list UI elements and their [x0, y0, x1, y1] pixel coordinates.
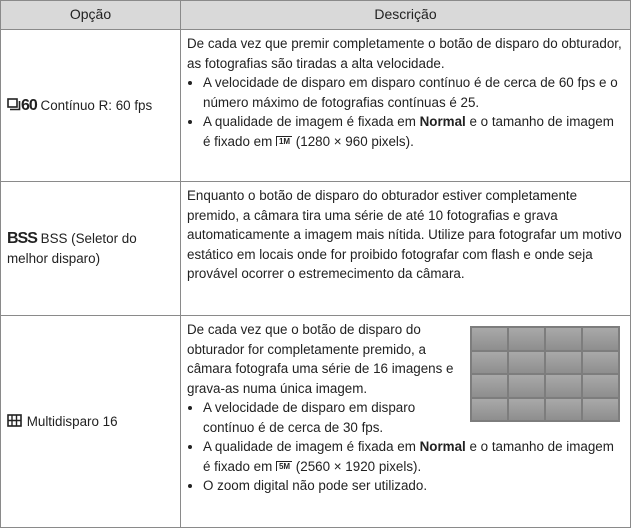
bullet: O zoom digital não pode ser utilizado.: [203, 476, 624, 496]
text: (1280 × 960 pixels).: [292, 133, 414, 149]
size-icon: 5M: [275, 460, 293, 471]
option-cell: BSS BSS (Seletor do melhor disparo): [0, 181, 181, 316]
text: A qualidade de imagem é fixada em: [203, 114, 420, 129]
description-cell: De cada vez que premir completamente o b…: [180, 29, 631, 182]
description-cell: De cada vez que o botão de disparo do ob…: [180, 315, 631, 528]
bullet: A velocidade de disparo em disparo contí…: [203, 73, 624, 112]
sample-image: [470, 326, 620, 422]
description-cell: Enquanto o botão de disparo do obturador…: [180, 181, 631, 316]
size-icon: 1M: [275, 135, 293, 146]
option-cell: Multidisparo 16: [0, 315, 181, 528]
header-cell: Opção: [0, 0, 181, 30]
row: BSS BSS (Seletor do melhor disparo) Enqu…: [0, 181, 631, 316]
bullet-list: A velocidade de disparo em disparo contí…: [187, 73, 624, 151]
description: De cada vez que o botão de disparo do ob…: [187, 322, 454, 396]
option-icon: BSS: [7, 230, 38, 247]
continuous-icon: [7, 97, 21, 111]
bullet: A velocidade de disparo em disparo contí…: [203, 398, 624, 437]
bold-text: Normal: [419, 114, 466, 129]
description: De cada vez que premir completamente o b…: [187, 36, 622, 71]
text: A qualidade de imagem é fixada em: [203, 439, 420, 454]
row: Multidisparo 16 De cada vez que o botão …: [0, 315, 631, 528]
option-icon: 60: [21, 96, 38, 114]
bullet: A qualidade de imagem é fixada em Normal…: [203, 437, 624, 476]
bullet: A qualidade de imagem é fixada em Normal…: [203, 112, 624, 151]
bullet-list: A velocidade de disparo em disparo contí…: [187, 398, 624, 496]
text: e o tamanho de imagem é fixado em: [203, 114, 614, 149]
header-row: Opção Descrição: [0, 0, 631, 30]
option-cell: 60 Contínuo R: 60 fps: [0, 29, 181, 182]
text: (2560 × 1920 pixels).: [292, 458, 422, 474]
option-label: Multidisparo 16: [26, 413, 118, 429]
bold-text: Normal: [419, 439, 466, 454]
description: Enquanto o botão de disparo do obturador…: [187, 188, 622, 281]
option-label: Contínuo R: 60 fps: [40, 97, 153, 113]
text: e o tamanho de imagem é fixado em: [203, 439, 614, 474]
row: 60 Contínuo R: 60 fps De cada vez que pr…: [0, 29, 631, 182]
option-label: BSS (Seletor do melhor disparo): [7, 231, 137, 266]
multishot-icon: [7, 413, 22, 427]
header-cell: Descrição: [180, 0, 631, 30]
